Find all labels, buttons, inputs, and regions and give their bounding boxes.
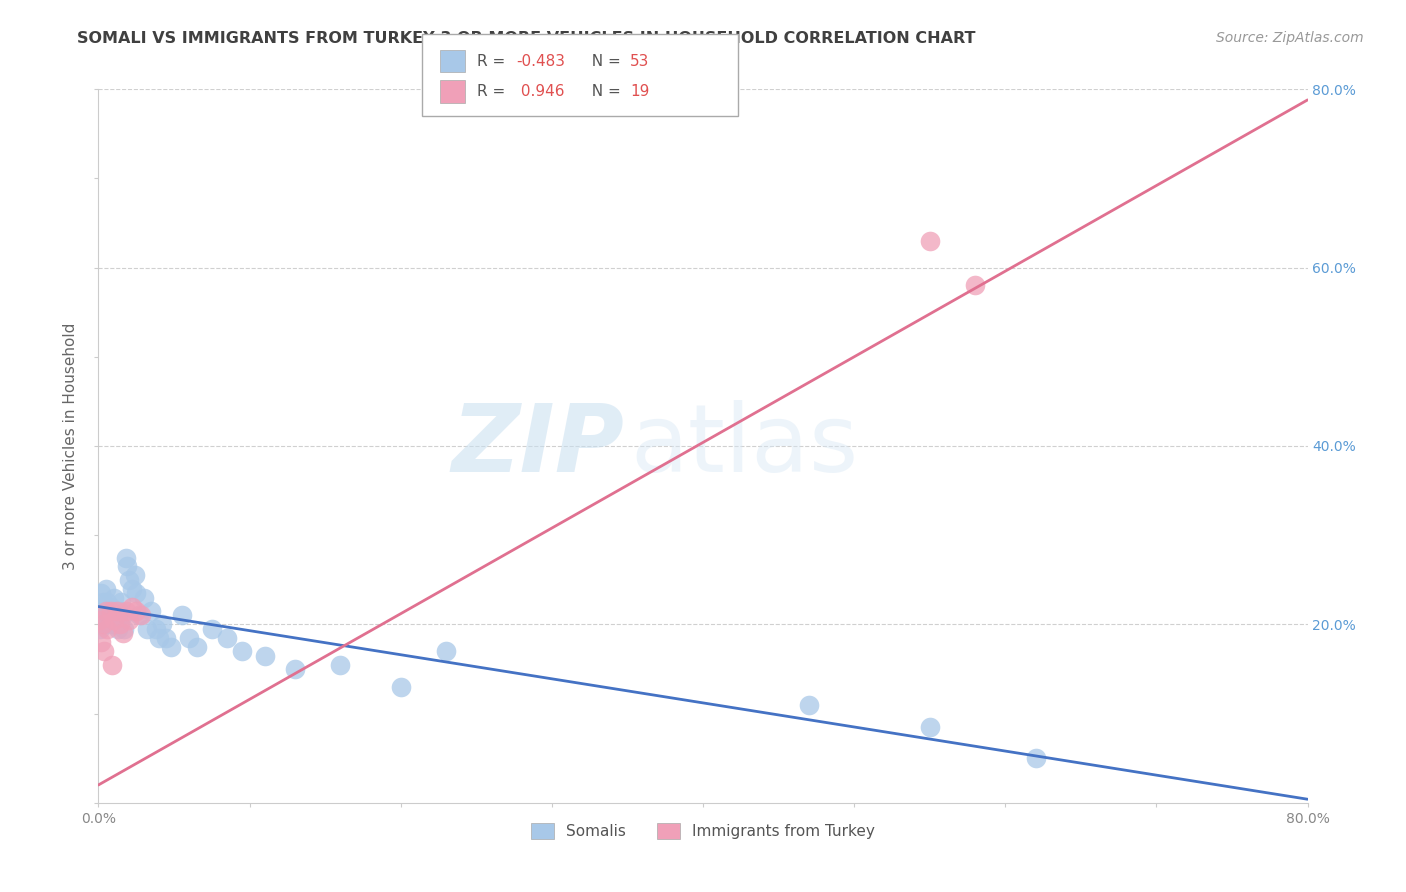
- Text: R =: R =: [477, 54, 510, 69]
- Point: [108, 617, 131, 632]
- Legend: Somalis, Immigrants from Turkey: Somalis, Immigrants from Turkey: [524, 817, 882, 845]
- Text: N =: N =: [582, 54, 626, 69]
- Point: [94, 604, 117, 618]
- Point: [91, 595, 114, 609]
- Point: [108, 604, 131, 618]
- Point: [141, 604, 163, 618]
- Point: [107, 622, 129, 636]
- Point: [98, 604, 121, 618]
- Point: [96, 622, 118, 636]
- Point: [93, 604, 115, 618]
- Point: [105, 613, 128, 627]
- Point: [128, 608, 150, 623]
- Point: [253, 648, 276, 663]
- Point: [89, 622, 111, 636]
- Point: [93, 617, 115, 632]
- Text: 53: 53: [630, 54, 650, 69]
- Point: [201, 622, 224, 636]
- Point: [101, 657, 124, 672]
- Point: [111, 608, 134, 623]
- Point: [110, 595, 132, 609]
- Point: [100, 599, 122, 614]
- Point: [118, 573, 141, 587]
- Point: [111, 626, 134, 640]
- Point: [170, 608, 193, 623]
- Point: [160, 640, 183, 654]
- Point: [114, 550, 136, 565]
- Point: [89, 613, 111, 627]
- Point: [918, 720, 941, 734]
- Point: [389, 680, 412, 694]
- Point: [434, 644, 457, 658]
- Point: [215, 631, 238, 645]
- Point: [124, 568, 146, 582]
- Text: -0.483: -0.483: [516, 54, 565, 69]
- Point: [965, 278, 987, 293]
- Point: [90, 635, 112, 649]
- Point: [98, 613, 121, 627]
- Point: [101, 617, 124, 632]
- Point: [179, 631, 201, 645]
- Point: [186, 640, 208, 654]
- Text: ZIP: ZIP: [451, 400, 624, 492]
- Point: [121, 582, 143, 596]
- Text: atlas: atlas: [630, 400, 859, 492]
- Point: [103, 604, 125, 618]
- Text: N =: N =: [582, 84, 626, 99]
- Point: [918, 234, 941, 248]
- Point: [135, 622, 157, 636]
- Point: [797, 698, 820, 712]
- Point: [132, 591, 155, 605]
- Point: [100, 604, 122, 618]
- Point: [155, 631, 177, 645]
- Point: [231, 644, 253, 658]
- Text: 0.946: 0.946: [516, 84, 564, 99]
- Point: [121, 599, 143, 614]
- Point: [114, 604, 136, 618]
- Point: [329, 657, 352, 672]
- Point: [125, 586, 148, 600]
- Y-axis label: 3 or more Vehicles in Household: 3 or more Vehicles in Household: [63, 322, 79, 570]
- Point: [103, 613, 125, 627]
- Point: [125, 604, 148, 618]
- Point: [105, 604, 128, 618]
- Point: [145, 622, 167, 636]
- Point: [148, 631, 170, 645]
- Text: Source: ZipAtlas.com: Source: ZipAtlas.com: [1216, 31, 1364, 45]
- Point: [112, 622, 135, 636]
- Point: [284, 662, 307, 676]
- Point: [96, 595, 118, 609]
- Point: [115, 559, 138, 574]
- Point: [90, 608, 112, 623]
- Point: [93, 644, 115, 658]
- Point: [90, 586, 112, 600]
- Point: [94, 604, 117, 618]
- Text: R =: R =: [477, 84, 510, 99]
- Text: SOMALI VS IMMIGRANTS FROM TURKEY 3 OR MORE VEHICLES IN HOUSEHOLD CORRELATION CHA: SOMALI VS IMMIGRANTS FROM TURKEY 3 OR MO…: [77, 31, 976, 46]
- Point: [96, 608, 118, 623]
- Point: [104, 617, 127, 632]
- Point: [1024, 751, 1046, 765]
- Point: [91, 613, 114, 627]
- Point: [91, 617, 114, 632]
- Point: [94, 582, 117, 596]
- Point: [150, 617, 173, 632]
- Point: [129, 608, 152, 623]
- Point: [118, 613, 141, 627]
- Point: [103, 591, 125, 605]
- Text: 19: 19: [630, 84, 650, 99]
